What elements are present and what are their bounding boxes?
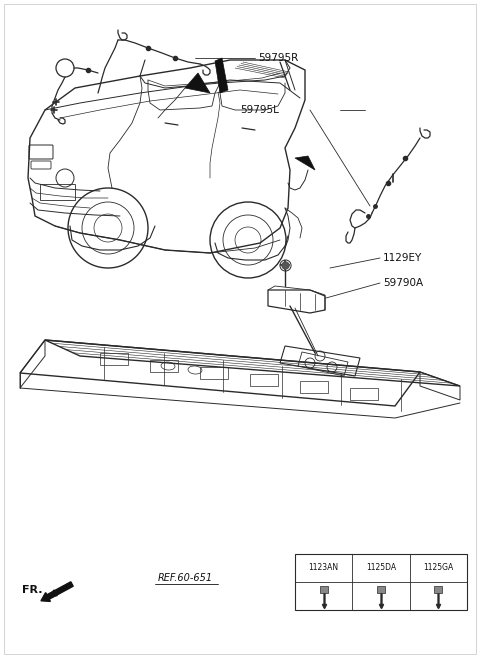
Text: 1123AN: 1123AN (309, 563, 339, 572)
Polygon shape (295, 156, 315, 170)
Text: 59795R: 59795R (258, 53, 298, 63)
Bar (350, 388, 378, 400)
Bar (250, 374, 278, 386)
Bar (434, 586, 443, 594)
Text: 59795L: 59795L (240, 105, 279, 115)
Bar (295, 554, 467, 610)
Text: 1125GA: 1125GA (423, 563, 454, 572)
Polygon shape (185, 73, 210, 93)
Text: REF.60-651: REF.60-651 (157, 573, 213, 583)
Bar (150, 360, 178, 372)
Text: 1125DA: 1125DA (366, 563, 396, 572)
Text: FR.: FR. (22, 585, 43, 595)
Polygon shape (215, 58, 228, 93)
Text: 59790A: 59790A (383, 278, 423, 288)
Bar (320, 586, 328, 594)
FancyArrow shape (41, 582, 73, 601)
Bar (377, 586, 385, 594)
Bar (300, 381, 328, 393)
Bar (40, 184, 75, 200)
Text: 1129EY: 1129EY (383, 253, 422, 263)
Bar (100, 353, 128, 365)
Bar (200, 367, 228, 379)
